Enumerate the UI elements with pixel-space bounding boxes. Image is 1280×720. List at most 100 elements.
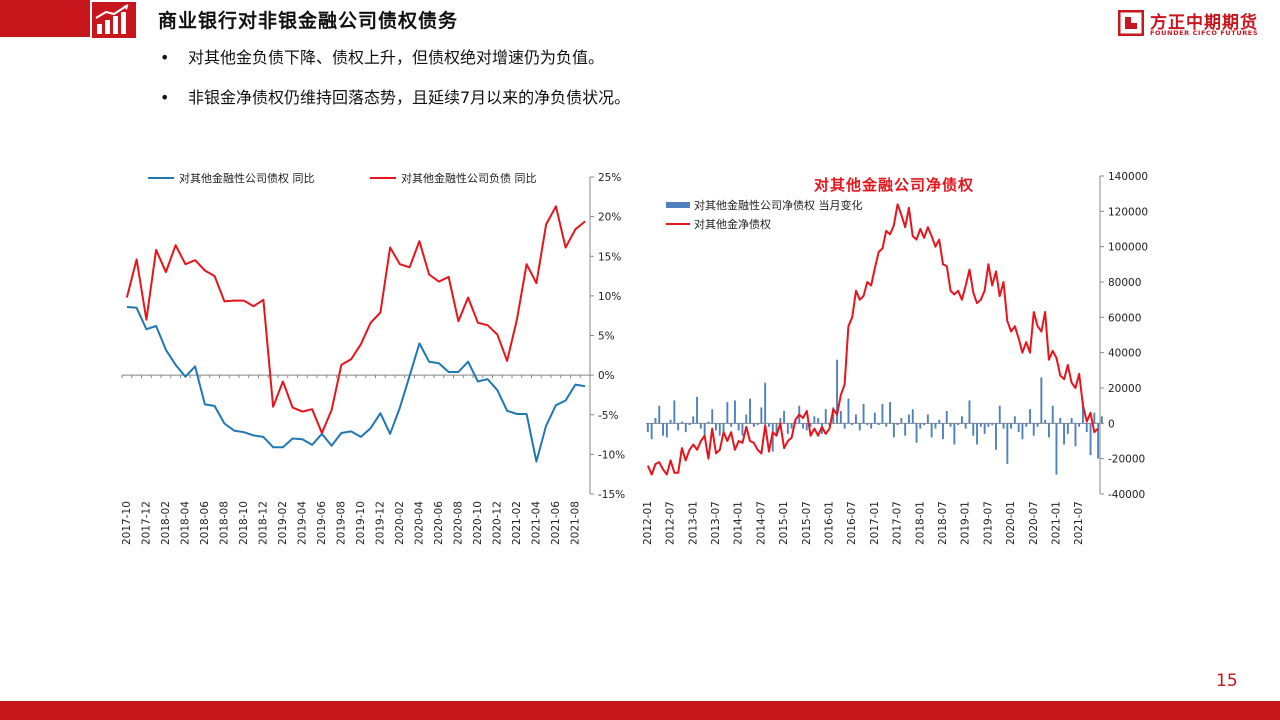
monthly-change-bar [968,400,971,424]
x-tick-label: 2018-02 [160,501,172,545]
series-line [125,205,586,434]
monthly-change-bar [722,423,725,433]
monthly-change-bar [1017,423,1020,433]
monthly-change-bar [1082,402,1084,424]
y-tick-label: 20000 [1108,383,1141,395]
monthly-change-bar [851,423,854,426]
monthly-change-bar [855,414,857,424]
monthly-change-bar [881,403,884,424]
monthly-change-bar [1025,423,1028,427]
y-tick-label: 100000 [1108,242,1148,254]
x-tick-label: 2020-08 [452,501,464,545]
x-tick-label: 2019-04 [296,501,308,545]
y-tick-label: 10% [598,291,621,303]
monthly-change-bar [783,411,785,424]
x-tick-label: 2017-01 [869,501,881,545]
monthly-change-bar [684,423,687,433]
x-tick-label: 2016-07 [846,501,858,545]
monthly-change-bar [786,423,789,434]
x-tick-label: 2021-01 [1050,501,1062,545]
monthly-change-bar [1078,423,1081,427]
x-tick-label: 2019-07 [982,501,994,545]
monthly-change-bar [904,423,907,436]
monthly-change-bar [669,419,672,424]
monthly-change-bar [911,409,914,424]
monthly-change-bar [1063,423,1065,445]
x-tick-label: 2015-07 [801,501,813,545]
bullet-item: • 对其他金负债下降、债权上升，但债权绝对增速仍为负值。 [160,46,630,86]
x-tick-label: 2020-07 [1028,501,1040,545]
monthly-change-bar [877,423,880,426]
monthly-change-bar [1013,416,1016,424]
x-tick-label: 2018-07 [937,501,949,545]
monthly-change-bar [995,423,997,450]
monthly-change-bar [843,423,846,429]
monthly-change-bar [1074,423,1077,447]
monthly-change-bar [699,423,702,429]
monthly-change-bar [1044,419,1047,424]
page-number: 15 [1216,671,1238,691]
logo-chinese-name: 方正中期期货 [1150,13,1258,33]
x-tick-label: 2018-10 [238,501,250,545]
y-tick-label: 15% [598,251,621,263]
bullet-list: • 对其他金负债下降、债权上升，但债权绝对增速仍为负值。 • 非银金净债权仍维持… [160,46,630,126]
chart-title: 对其他金融公司净债权 [814,176,974,194]
x-tick-label: 2020-10 [472,501,484,545]
footer-bar [0,701,1280,720]
monthly-change-bar [1100,416,1103,424]
monthly-change-bar [692,416,695,424]
page-title: 商业银行对非银金融公司债权债务 [158,10,459,32]
monthly-change-bar [1036,423,1039,427]
x-tick-label: 2021-04 [530,501,542,545]
monthly-change-bar [749,398,751,424]
monthly-change-bar [900,418,903,424]
monthly-change-bar [718,423,721,436]
monthly-change-bar [896,423,899,426]
monthly-change-bar [957,423,960,426]
x-tick-label: 2018-08 [218,501,230,545]
monthly-change-bar [658,405,661,424]
y-tick-label: 0 [1108,418,1115,430]
monthly-change-bar [790,423,793,429]
bullet-text: 对其他金负债下降、债权上升，但债权绝对增速仍为负值。 [188,48,605,67]
monthly-change-bar [979,423,982,427]
x-tick-label: 2013-07 [710,501,722,545]
monthly-change-bar [824,409,827,424]
monthly-change-bar [1097,423,1100,459]
monthly-change-bar [892,423,895,438]
monthly-change-bar [779,418,782,424]
y-tick-label: -20000 [1108,454,1145,466]
x-tick-label: 2021-02 [511,501,523,545]
monthly-change-bar [889,402,891,424]
net-claims-chart: 140000 120000 100000 80000 60000 40000 20000 0 -… [642,171,1148,545]
y-tick-label: 40000 [1108,348,1141,360]
monthly-change-bar [1066,423,1069,434]
monthly-change-bar [703,423,706,436]
monthly-change-bar [711,409,714,424]
monthly-change-bar [681,421,683,424]
y-tick-label: -5% [598,410,618,422]
x-tick-label: 2021-07 [1073,501,1085,545]
x-tick-label: 2017-07 [892,501,904,545]
monthly-change-bar [1010,423,1012,429]
monthly-change-bar [839,411,842,424]
monthly-change-bar [741,423,744,436]
monthly-change-bar [832,407,835,424]
x-tick-label: 2019-08 [335,501,347,545]
company-logo: 方正中期期货 FOUNDER CIFCO FUTURES [1118,8,1258,40]
monthly-change-bar [756,423,759,426]
monthly-change-bar [677,423,680,431]
x-tick-label: 2012-07 [665,501,677,545]
legend-label: 对其他金融性公司负债 同比 [401,171,537,185]
y-tick-label: -40000 [1108,489,1145,501]
monthly-change-bar [745,414,748,424]
monthly-change-bar [926,414,929,424]
monthly-change-bar [983,423,986,434]
y-tick-label: 80000 [1108,277,1141,289]
x-tick-label: 2018-06 [199,501,211,545]
monthly-change-bar [715,423,717,431]
x-tick-label: 2018-04 [179,501,191,545]
monthly-change-bar [991,423,994,426]
monthly-change-bar [972,423,975,436]
monthly-change-bar [1059,418,1062,424]
